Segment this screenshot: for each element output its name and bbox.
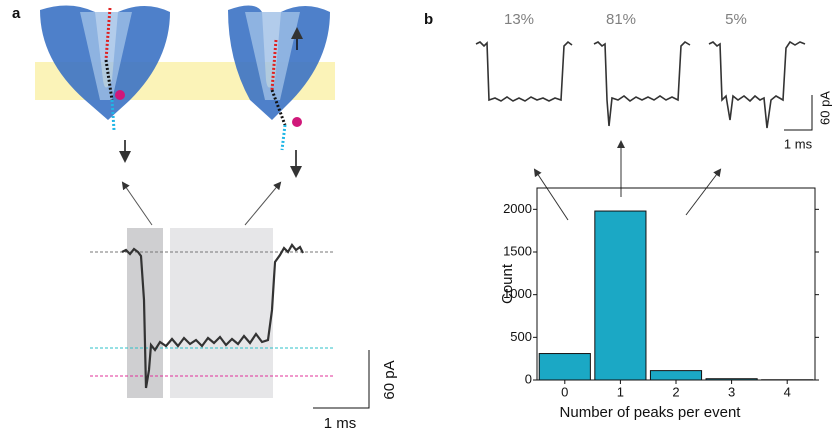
bar: [538, 353, 591, 381]
bar: [594, 210, 647, 381]
scale-label: 60 pA: [817, 91, 832, 125]
y-tick-label: 1000: [503, 286, 532, 301]
x-axis-label: Number of peaks per event: [560, 404, 742, 421]
event-fraction: 5%: [725, 11, 747, 28]
x-tick-label: 1: [617, 384, 624, 399]
scale-label: 60 pA: [381, 360, 398, 399]
y-tick-label: 2000: [503, 201, 532, 216]
scale-label: 1 ms: [324, 415, 357, 432]
highlight: [170, 228, 273, 398]
y-axis-label: Count: [499, 263, 516, 304]
bar: [649, 370, 703, 381]
event-fraction: 13%: [504, 11, 534, 28]
bar: [705, 378, 758, 381]
protein: [228, 5, 330, 178]
event-traces: [475, 40, 806, 129]
x-tick-label: 4: [784, 384, 791, 399]
event-fraction: 81%: [606, 11, 636, 28]
protein: [40, 5, 170, 163]
plot-frame: [536, 187, 816, 381]
arrow: [121, 181, 153, 226]
arrow: [533, 168, 569, 221]
scale-label: 1 ms: [784, 136, 813, 151]
arrow: [244, 181, 282, 226]
scale-bar: [313, 350, 370, 409]
x-tick-label: 3: [728, 384, 735, 399]
x-tick-label: 2: [672, 384, 679, 399]
panel-label: a: [12, 5, 21, 22]
x-tick-label: 0: [561, 384, 568, 399]
arrow: [685, 168, 722, 216]
y-tick-label: 500: [510, 329, 532, 344]
y-tick-label: 0: [525, 371, 532, 386]
trace: [121, 243, 304, 389]
y-tick-label: 1500: [503, 243, 532, 258]
scale-bar: [784, 95, 813, 131]
panel-label: b: [424, 11, 433, 28]
